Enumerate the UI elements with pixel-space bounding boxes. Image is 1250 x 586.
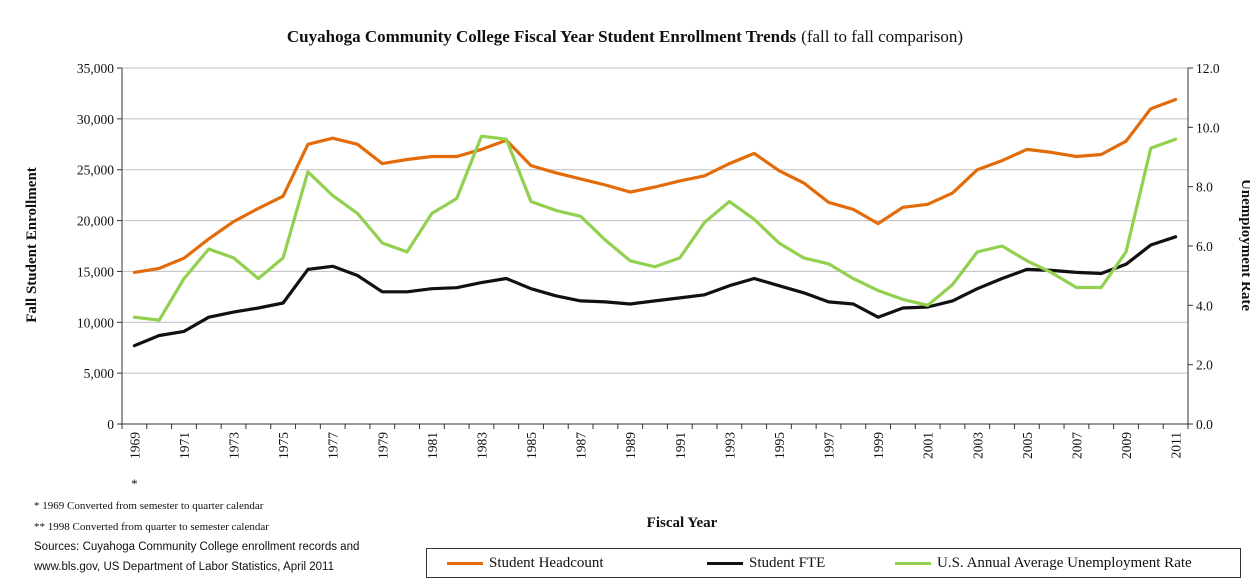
series-lines — [132, 97, 1178, 348]
x-tick-footnote-marker: * — [131, 476, 138, 491]
y2-tick-label: 4.0 — [1196, 298, 1213, 313]
x-tick-label: 1983 — [474, 432, 489, 459]
series-line-unemployment — [132, 134, 1178, 322]
y2-tick-label: 2.0 — [1196, 358, 1213, 373]
x-tick-label: 1985 — [524, 432, 539, 459]
y2-axis-label: Unemployment Rate — [1238, 179, 1250, 311]
y2-tick-label: 12.0 — [1196, 61, 1220, 76]
y2-tick-label: 6.0 — [1196, 239, 1213, 254]
legend-label-headcount: Student Headcount — [489, 554, 604, 571]
note-1998: ** 1998 Converted from quarter to semest… — [34, 521, 269, 533]
legend-label-unemployment: U.S. Annual Average Unemployment Rate — [937, 554, 1192, 571]
legend-swatch-fte — [707, 561, 743, 565]
series-line-fte — [132, 235, 1178, 348]
x-tick-label: 1973 — [227, 432, 242, 459]
x-tick-label: 1971 — [177, 432, 192, 459]
x-tick-label: 1991 — [673, 432, 688, 459]
y-tick-label: 20,000 — [77, 214, 114, 229]
y2-tick-label: 8.0 — [1196, 180, 1213, 195]
x-tick-label: 1969 — [127, 432, 142, 459]
x-tick-label: 1989 — [623, 432, 638, 459]
series-line-headcount — [132, 97, 1178, 274]
source-line-1: Sources: Cuyahoga Community College enro… — [34, 541, 360, 553]
legend-swatch-headcount — [447, 561, 483, 565]
y2-axis-ticks: 0.0 2.0 4.0 6.0 8.0 10.0 12.0 — [1188, 61, 1220, 432]
x-tick-label: 2009 — [1119, 432, 1134, 459]
x-tick-label: 1993 — [722, 432, 737, 459]
x-tick-label: 1997 — [822, 432, 837, 459]
x-tick-label: 1987 — [574, 432, 589, 459]
y-tick-label: 0 — [107, 417, 114, 432]
y-tick-label: 5,000 — [84, 366, 115, 381]
chart-title: Cuyahoga Community College Fiscal Year S… — [287, 27, 963, 46]
legend-item-unemployment: U.S. Annual Average Unemployment Rate — [895, 549, 1192, 577]
y-axis-label: Fall Student Enrollment — [24, 167, 40, 323]
x-tick-label: 1979 — [375, 432, 390, 459]
x-tick-label: 2011 — [1169, 432, 1184, 459]
legend-swatch-unemployment — [895, 561, 931, 565]
x-tick-label: 2005 — [1020, 432, 1035, 459]
x-tick-label: 1981 — [425, 432, 440, 459]
x-tick-label: 2007 — [1069, 432, 1084, 459]
x-tick-label: 1995 — [772, 432, 787, 459]
gridlines — [122, 67, 1188, 425]
x-tick-label: 1999 — [871, 432, 886, 459]
y-axis-ticks: 0 5,000 10,000 15,000 20,000 25,000 30,000 35,0… — [77, 61, 122, 432]
y2-tick-label: 10.0 — [1196, 120, 1220, 135]
x-tick-label: 2003 — [970, 432, 985, 459]
source-line-2: www.bls.gov, US Department of Labor Stat… — [34, 561, 334, 573]
y-tick-label: 10,000 — [77, 315, 114, 330]
note-1969: * 1969 Converted from semester to quarte… — [34, 500, 264, 512]
x-axis-ticks: 1969 1971 1973 1975 1977 1979 1981 1983 1985 1987… — [121, 424, 1189, 491]
legend-item-headcount: Student Headcount — [447, 549, 604, 577]
y-tick-label: 25,000 — [77, 163, 114, 178]
x-tick-label: 1975 — [276, 432, 291, 459]
x-tick-label: 2001 — [921, 432, 936, 459]
legend: Student Headcount Student FTE U.S. Annua… — [426, 548, 1241, 578]
y-tick-label: 15,000 — [77, 264, 114, 279]
legend-label-fte: Student FTE — [749, 554, 826, 571]
y-tick-label: 30,000 — [77, 112, 114, 127]
x-axis-label: Fiscal Year — [647, 515, 718, 531]
legend-item-fte: Student FTE — [707, 549, 825, 577]
y2-tick-label: 0.0 — [1196, 417, 1213, 432]
x-tick-label: 1977 — [326, 432, 341, 459]
y-tick-label: 35,000 — [77, 61, 114, 76]
